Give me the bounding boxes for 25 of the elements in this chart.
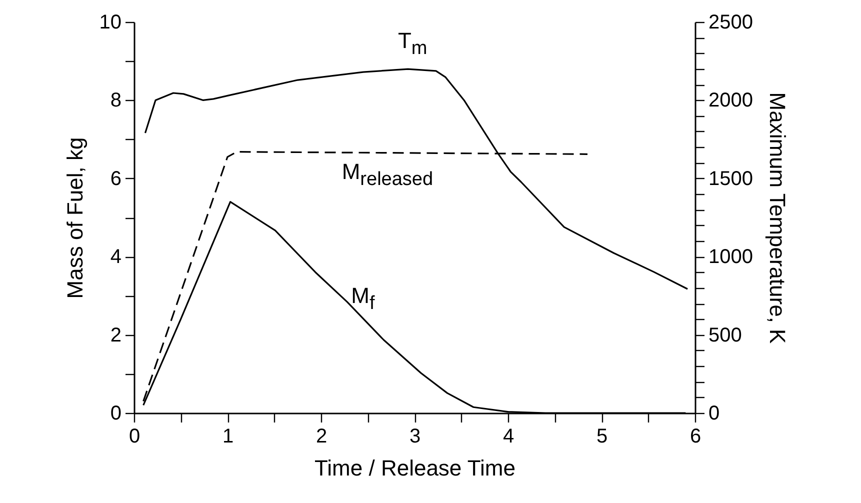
y-tick-label: 8 — [110, 90, 122, 112]
x-tick-label: 2 — [316, 426, 328, 448]
x-tick-label: 0 — [128, 426, 140, 448]
x-tick-label: 4 — [502, 426, 514, 448]
series-label: M$_{released}$ — [342, 158, 434, 190]
x-tick-label: 6 — [690, 426, 702, 448]
y2-tick-label: 2000 — [708, 90, 753, 112]
y2-tick-label: 1000 — [708, 246, 753, 268]
y-tick-label: 0 — [110, 402, 122, 424]
y2-tick-label: 2500 — [708, 12, 753, 34]
y-tick-label: 4 — [110, 246, 122, 268]
series-label: M$_{f}$ — [351, 282, 376, 314]
x-tick-label: 5 — [596, 426, 608, 448]
series-label: T$_{m}$ — [398, 28, 428, 59]
y-axis-title: Mass of Fuel, kg — [62, 137, 88, 299]
y-tick-label: 2 — [110, 324, 122, 346]
x-axis-title: Time / Release Time — [314, 456, 516, 480]
x-tick-label: 3 — [409, 426, 421, 448]
y2-tick-label: 0 — [708, 402, 720, 424]
y2-tick-label: 1500 — [708, 168, 753, 190]
x-tick-label: 1 — [222, 426, 234, 448]
y2-tick-label: 500 — [708, 324, 742, 346]
y-tick-label: 6 — [110, 168, 122, 190]
y2-axis-title: Maximum Temperature, K — [764, 92, 790, 344]
y-tick-label: 10 — [99, 12, 122, 34]
